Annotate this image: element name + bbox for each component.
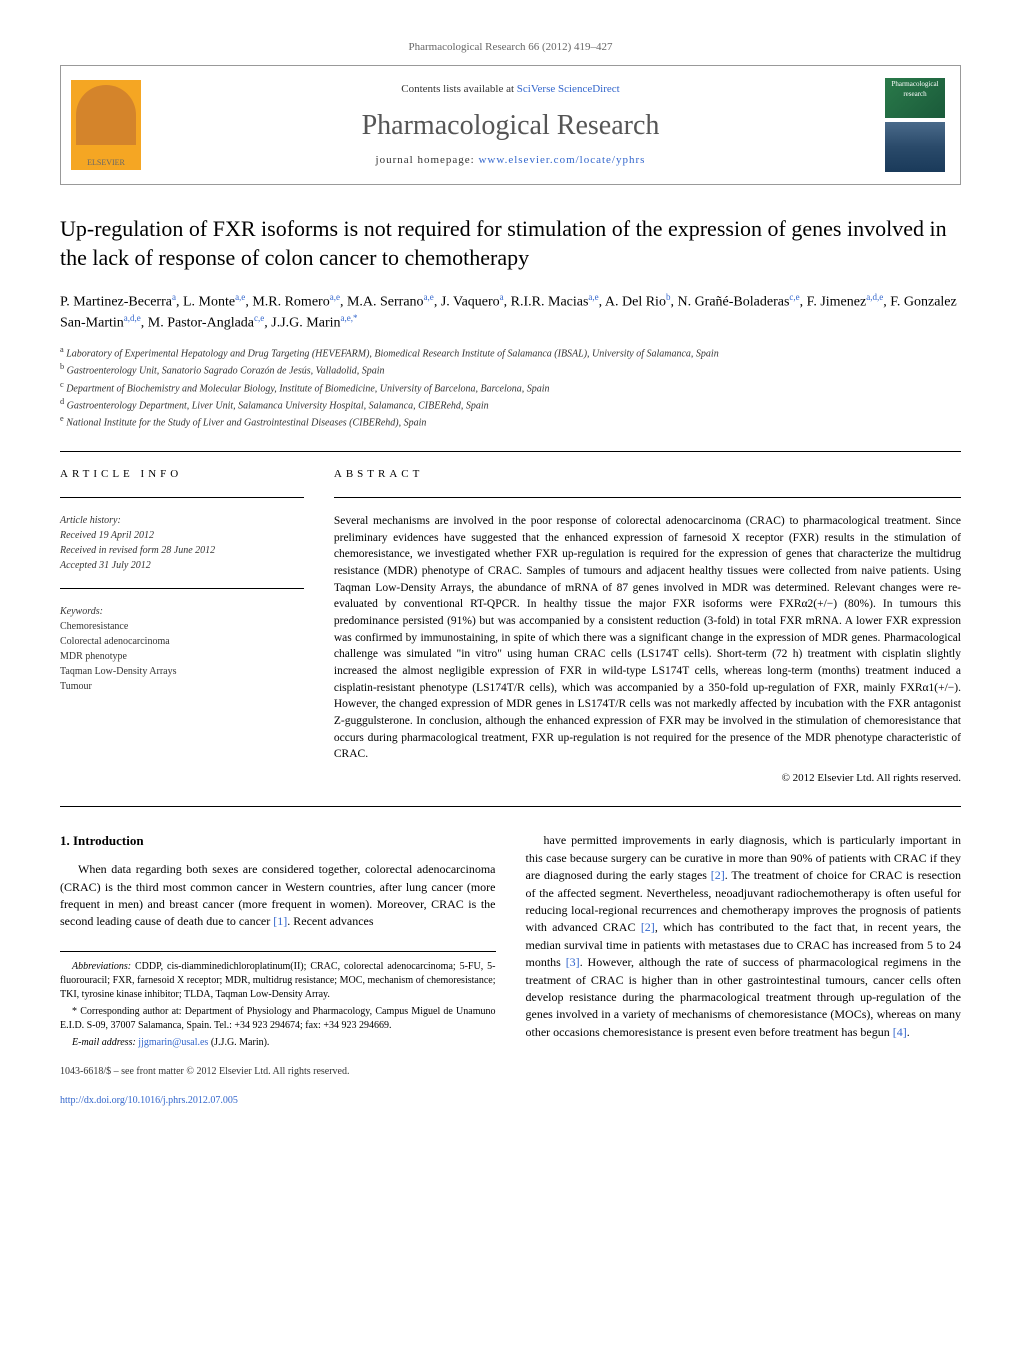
keywords-label: Keywords: <box>60 604 304 619</box>
ref-link-2[interactable]: [2] <box>711 868 725 882</box>
intro-para-2: have permitted improvements in early dia… <box>526 832 962 1041</box>
keywords-block: Keywords: ChemoresistanceColorectal aden… <box>60 604 304 694</box>
citation-header: Pharmacological Research 66 (2012) 419–4… <box>60 40 961 55</box>
page-container: Pharmacological Research 66 (2012) 419–4… <box>0 0 1021 1149</box>
cover-thumbnail-bottom <box>885 122 945 172</box>
affiliation-item: e National Institute for the Study of Li… <box>60 413 961 430</box>
contents-line: Contents lists available at SciVerse Sci… <box>161 82 860 97</box>
abbrev-label: Abbreviations: <box>72 961 131 972</box>
keyword-item: Chemoresistance <box>60 619 304 634</box>
article-info-label: ARTICLE INFO <box>60 467 304 482</box>
cover-thumbnail-top: Pharmacological research <box>885 78 945 118</box>
corr-label: * Corresponding author at: <box>72 1006 182 1017</box>
authors-list: P. Martinez-Becerraa, L. Montea,e, M.R. … <box>60 291 961 334</box>
keywords-divider <box>60 588 304 589</box>
journal-title: Pharmacological Research <box>161 106 860 145</box>
email-label: E-mail address: <box>72 1037 136 1048</box>
email-footnote: E-mail address: jjgmarin@usal.es (J.J.G.… <box>60 1036 496 1050</box>
abstract-divider <box>334 497 961 498</box>
footer-issn: 1043-6618/$ – see front matter © 2012 El… <box>60 1065 496 1080</box>
ref-link-2b[interactable]: [2] <box>641 920 655 934</box>
affiliation-item: b Gastroenterology Unit, Sanatorio Sagra… <box>60 361 961 378</box>
keyword-item: Colorectal adenocarcinoma <box>60 634 304 649</box>
abstract-text: Several mechanisms are involved in the p… <box>334 513 961 763</box>
keyword-item: Tumour <box>60 679 304 694</box>
ref-link-4[interactable]: [4] <box>893 1025 907 1039</box>
sciencedirect-link[interactable]: SciVerse ScienceDirect <box>517 83 620 95</box>
header-center: Contents lists available at SciVerse Sci… <box>151 72 870 178</box>
article-history: Article history: Received 19 April 2012 … <box>60 513 304 573</box>
body-columns: 1. Introduction When data regarding both… <box>60 832 961 1108</box>
intro-heading: 1. Introduction <box>60 832 496 851</box>
affiliations-list: a Laboratory of Experimental Hepatology … <box>60 344 961 431</box>
doi-link[interactable]: http://dx.doi.org/10.1016/j.phrs.2012.07… <box>60 1095 238 1106</box>
article-info-column: ARTICLE INFO Article history: Received 1… <box>60 467 304 787</box>
corresponding-footnote: * Corresponding author at: Department of… <box>60 1005 496 1033</box>
abbreviations-footnote: Abbreviations: CDDP, cis-diamminedichlor… <box>60 960 496 1002</box>
homepage-prefix: journal homepage: <box>376 154 479 166</box>
elsevier-tree-icon: ELSEVIER <box>71 80 141 170</box>
received-date: Received 19 April 2012 <box>60 528 304 543</box>
keyword-item: Taqman Low-Density Arrays <box>60 664 304 679</box>
homepage-link[interactable]: www.elsevier.com/locate/yphrs <box>478 154 645 166</box>
accepted-date: Accepted 31 July 2012 <box>60 558 304 573</box>
footer-doi: http://dx.doi.org/10.1016/j.phrs.2012.07… <box>60 1094 496 1109</box>
intro-para-1: When data regarding both sexes are consi… <box>60 861 496 931</box>
footnotes-block: Abbreviations: CDDP, cis-diamminedichlor… <box>60 951 496 1050</box>
divider-bottom <box>60 806 961 807</box>
affiliation-item: d Gastroenterology Department, Liver Uni… <box>60 396 961 413</box>
contents-prefix: Contents lists available at <box>401 83 516 95</box>
copyright-line: © 2012 Elsevier Ltd. All rights reserved… <box>334 771 961 786</box>
keywords-list: ChemoresistanceColorectal adenocarcinoma… <box>60 619 304 694</box>
homepage-line: journal homepage: www.elsevier.com/locat… <box>161 153 860 168</box>
elsevier-logo: ELSEVIER <box>61 66 151 184</box>
journal-cover: Pharmacological research <box>870 66 960 184</box>
info-abstract-row: ARTICLE INFO Article history: Received 1… <box>60 467 961 787</box>
elsevier-label: ELSEVIER <box>71 157 141 168</box>
ref-link-1[interactable]: [1] <box>273 914 287 928</box>
article-title: Up-regulation of FXR isoforms is not req… <box>60 215 961 272</box>
info-divider <box>60 497 304 498</box>
abstract-column: ABSTRACT Several mechanisms are involved… <box>334 467 961 787</box>
revised-date: Received in revised form 28 June 2012 <box>60 543 304 558</box>
keyword-item: MDR phenotype <box>60 649 304 664</box>
ref-link-3[interactable]: [3] <box>566 955 580 969</box>
affiliation-item: a Laboratory of Experimental Hepatology … <box>60 344 961 361</box>
abstract-label: ABSTRACT <box>334 467 961 482</box>
body-left-column: 1. Introduction When data regarding both… <box>60 832 496 1108</box>
body-right-column: have permitted improvements in early dia… <box>526 832 962 1108</box>
journal-header-box: ELSEVIER Contents lists available at Sci… <box>60 65 961 185</box>
history-label: Article history: <box>60 513 304 528</box>
affiliation-item: c Department of Biochemistry and Molecul… <box>60 379 961 396</box>
divider-top <box>60 451 961 452</box>
email-link[interactable]: jjgmarin@usal.es <box>138 1037 208 1048</box>
